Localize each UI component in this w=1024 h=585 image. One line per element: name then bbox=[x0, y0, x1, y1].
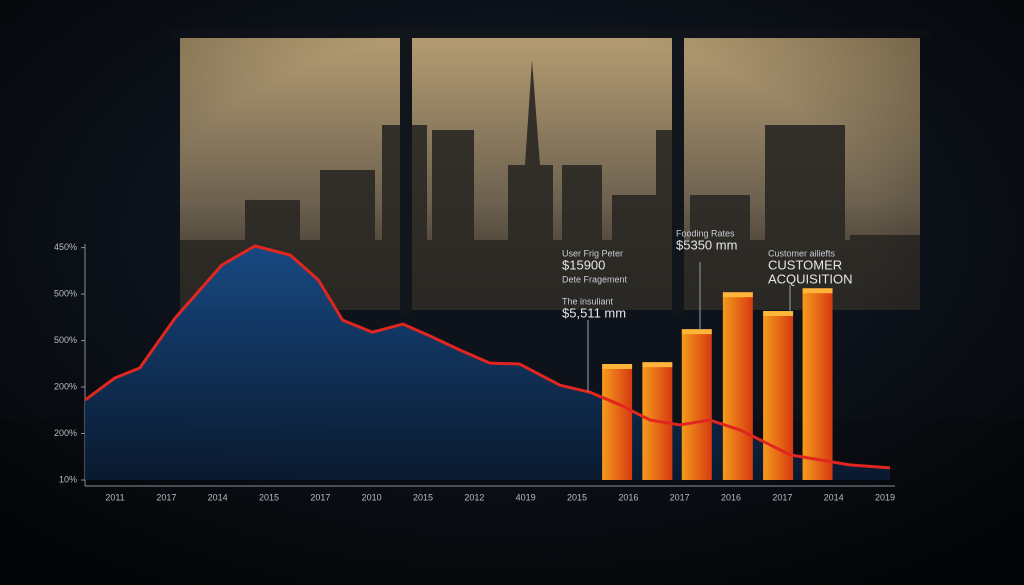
line bbox=[84, 244, 891, 470]
bar-top bbox=[681, 329, 712, 335]
x-tick-label: 2011 bbox=[105, 492, 124, 502]
bar-top bbox=[602, 363, 633, 369]
annotation-text: User Frig Peter bbox=[562, 248, 623, 258]
annotation-text: $5350 mm bbox=[676, 237, 737, 252]
bar-top bbox=[642, 362, 673, 368]
x-tick-label: 2017 bbox=[156, 492, 176, 502]
y-tick-label: 200% bbox=[54, 381, 77, 391]
bar-top bbox=[802, 288, 833, 294]
x-tick-label: 2012 bbox=[464, 492, 484, 502]
x-tick-label: 2014 bbox=[824, 492, 844, 502]
x-tick-label: 2015 bbox=[259, 492, 279, 502]
annotation-text: CUSTOMER bbox=[768, 257, 842, 272]
bar-top bbox=[763, 311, 794, 317]
x-tick-label: 2016 bbox=[721, 492, 741, 502]
annotation-text: The insuliant bbox=[562, 296, 614, 306]
y-tick-label: 450% bbox=[54, 242, 77, 252]
annotation-text: $5,511 mm bbox=[562, 305, 626, 320]
x-tick-label: 2019 bbox=[875, 492, 895, 502]
y-tick-label: 500% bbox=[54, 335, 77, 345]
annotation-text: $15900 bbox=[562, 257, 605, 272]
annotation-text: Fooding Rates bbox=[676, 228, 735, 238]
bar bbox=[681, 333, 712, 480]
x-tick-label: 2010 bbox=[362, 492, 382, 502]
x-tick-label: 2017 bbox=[310, 492, 330, 502]
y-tick-label: 200% bbox=[54, 428, 77, 438]
x-tick-label: 2017 bbox=[670, 492, 690, 502]
annotation-text: ACQUISITION bbox=[768, 271, 853, 286]
y-tick-label: 500% bbox=[54, 288, 77, 298]
x-tick-label: 2015 bbox=[413, 492, 433, 502]
y-tick-label: 10% bbox=[59, 474, 77, 484]
x-tick-label: 2015 bbox=[567, 492, 587, 502]
chart: 450% 500% 500% 200% 200% 10% 2011 2017 2014 2015 2… bbox=[54, 228, 895, 502]
annotation-text: Customer ailiefts bbox=[768, 248, 836, 258]
x-tick-label: 2014 bbox=[208, 492, 228, 502]
bar bbox=[722, 296, 753, 480]
bar-top bbox=[722, 292, 753, 298]
annotation-text: Dete Fragement bbox=[562, 274, 628, 284]
x-tick-label: 2017 bbox=[772, 492, 792, 502]
x-tick-label: 2016 bbox=[618, 492, 638, 502]
bar bbox=[602, 367, 633, 480]
bar bbox=[802, 292, 833, 480]
x-tick-label: 4019 bbox=[516, 492, 536, 502]
